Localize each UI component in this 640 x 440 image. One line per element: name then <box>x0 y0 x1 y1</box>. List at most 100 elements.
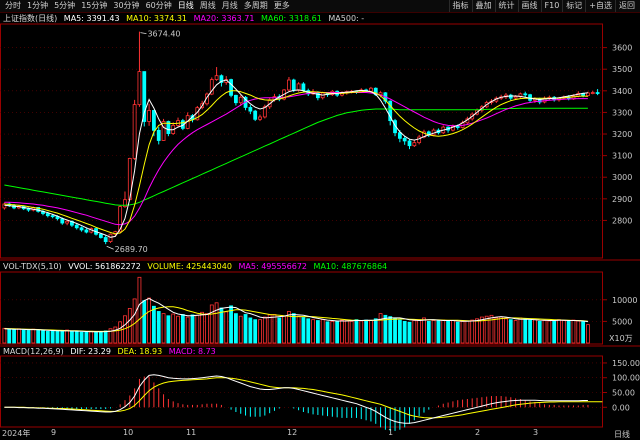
volume-bar <box>287 311 291 344</box>
period-tab-7[interactable]: 周线 <box>199 1 216 10</box>
candle <box>74 224 79 229</box>
candle <box>65 220 69 224</box>
volume-bar <box>205 313 209 344</box>
period-tab-1[interactable]: 1分钟 <box>27 1 49 10</box>
period-tab-8[interactable]: 月线 <box>221 1 238 10</box>
volume-bar <box>214 302 219 344</box>
volume-bar <box>431 320 436 344</box>
volume-bar <box>369 320 373 344</box>
candle <box>137 71 142 106</box>
volume-bar <box>209 304 214 344</box>
macd-indicator-title: MACD(12,26,9) <box>3 347 64 356</box>
candle <box>523 93 528 96</box>
volume-bar <box>262 316 267 344</box>
volume-bar <box>364 319 368 344</box>
candle <box>60 218 65 224</box>
ma60-label: MA60: 3318.61 <box>260 14 322 23</box>
volume-bar <box>200 311 205 344</box>
ma20-line <box>4 92 588 226</box>
price-tick-label: 3000 <box>612 173 632 182</box>
chart-title: 上证指数(日线) <box>3 14 58 23</box>
volume-bar <box>94 331 98 344</box>
period-tab-2[interactable]: 5分钟 <box>54 1 76 10</box>
macd-legend: MACD(12,26,9) DIF: 23.29 DEA: 18.93 MACD… <box>3 347 220 356</box>
period-tabs: 分时 1分钟 5分钟 15分钟 30分钟 60分钟 日线 周线 月线 多周期 更多 <box>2 0 293 12</box>
volume-bar <box>542 320 547 344</box>
volume-bar <box>118 321 123 344</box>
candle <box>287 79 291 91</box>
candle <box>238 96 243 104</box>
macd-value-label: MACD: 8.73 <box>168 347 216 356</box>
candle <box>407 140 412 147</box>
volume-bar <box>320 319 325 344</box>
volume-unit-label: X10万 <box>609 334 633 343</box>
volume-bar <box>176 315 180 344</box>
volume-bar <box>291 313 296 344</box>
volume-bar <box>36 330 41 344</box>
volume-bar <box>552 319 557 344</box>
candle <box>123 199 127 208</box>
volume-bar <box>489 314 494 344</box>
low-price-annotation: 2689.70 <box>115 245 148 254</box>
period-tab-10[interactable]: 更多 <box>273 1 290 10</box>
candle <box>513 96 518 99</box>
volume-bar <box>248 317 253 344</box>
ma500-label: MA500: - <box>328 14 365 23</box>
volume-bar <box>388 316 393 344</box>
candle <box>205 93 209 105</box>
volume-bar <box>301 317 306 344</box>
volume-bar <box>533 319 537 344</box>
tool-button-4[interactable]: F10 <box>540 0 563 12</box>
volume-indicator-title: VOL-TDX(5,10) <box>3 262 62 271</box>
candle <box>219 75 224 83</box>
candle <box>214 75 219 80</box>
volume-bar <box>65 329 69 344</box>
candle <box>590 92 595 94</box>
tool-button-2[interactable]: 统计 <box>494 0 518 12</box>
volume-bar <box>161 313 166 344</box>
period-tab-6[interactable]: 日线 <box>177 1 194 10</box>
period-tab-4[interactable]: 30分钟 <box>113 1 140 10</box>
volume-bar <box>311 319 315 344</box>
volume-bar <box>349 320 354 344</box>
period-tab-9[interactable]: 多周期 <box>243 1 268 10</box>
volume-bar <box>407 321 412 344</box>
volume-bar <box>89 330 94 344</box>
high-marker-arrow <box>140 32 147 35</box>
volume-bar <box>2 327 7 344</box>
period-tab-3[interactable]: 15分钟 <box>81 1 108 10</box>
tool-button-7[interactable]: 返回 <box>615 0 638 12</box>
tool-button-0[interactable]: 指标 <box>448 0 472 12</box>
volume-bar <box>267 314 272 344</box>
period-tab-5[interactable]: 60分钟 <box>145 1 172 10</box>
volume-tick-label: 10000 <box>612 296 637 305</box>
volume-bar <box>306 318 311 344</box>
tool-button-5[interactable]: 标记 <box>562 0 585 12</box>
date-tick-label: 2024年 <box>2 429 31 438</box>
candle <box>45 213 50 217</box>
ma10-label: MA10: 3374.31 <box>126 14 188 23</box>
candle <box>79 227 84 231</box>
volume-bar <box>243 314 248 344</box>
volume-bar <box>537 320 542 344</box>
candle <box>248 107 253 112</box>
tool-button-1[interactable]: 叠加 <box>471 0 495 12</box>
volume-bar <box>455 321 460 344</box>
candle <box>84 229 89 233</box>
tool-button-3[interactable]: 画线 <box>517 0 541 12</box>
candle <box>253 110 258 120</box>
volume-bar <box>359 320 364 344</box>
volume-bar <box>31 328 36 344</box>
candle <box>234 94 238 104</box>
volume-bar <box>7 328 12 344</box>
volume-bar <box>504 318 508 344</box>
volume-bar <box>441 319 446 344</box>
period-tab-0[interactable]: 分时 <box>5 1 21 10</box>
date-axis: 2024年 9 10 11 12 1 2 3 <box>0 427 640 440</box>
tool-button-6[interactable]: +自选 <box>585 0 615 12</box>
volume-bar <box>147 297 151 344</box>
volume-bar <box>484 315 489 344</box>
volume-bar <box>108 328 113 344</box>
volume-bar <box>412 320 417 344</box>
